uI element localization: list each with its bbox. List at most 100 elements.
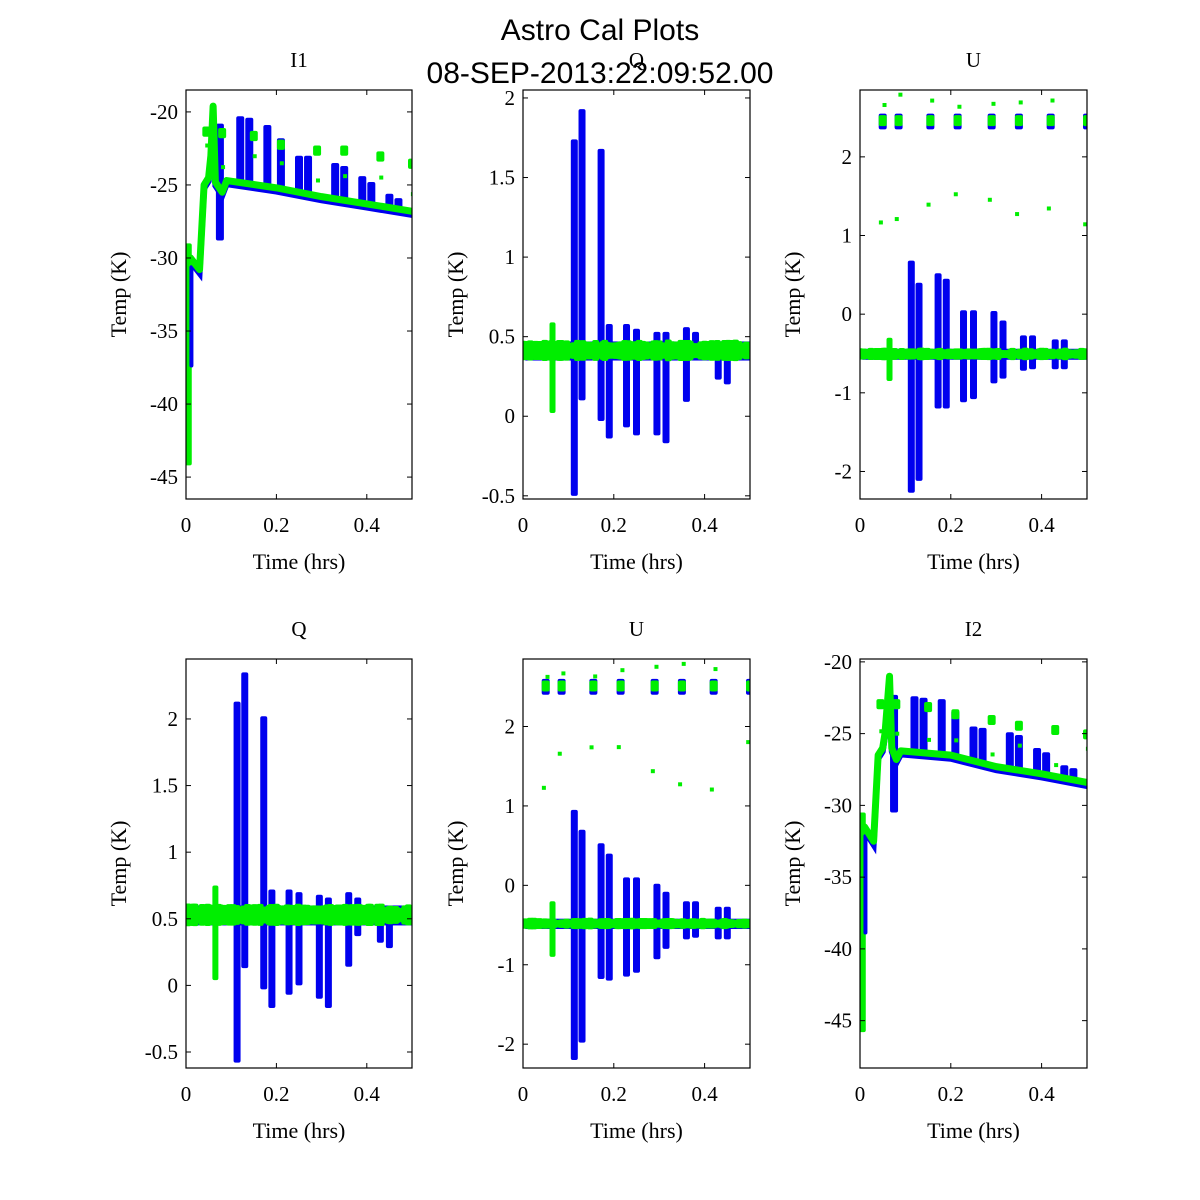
series-green-cluster — [987, 714, 996, 726]
x-axis-label: Time (hrs) — [927, 549, 1020, 574]
series-green-line — [860, 672, 1087, 845]
series-green-point — [545, 674, 550, 679]
x-tick-label: 0.4 — [1028, 513, 1055, 537]
series-blue-spike — [331, 163, 340, 199]
series-green-cluster — [1046, 115, 1055, 127]
series-green-point — [746, 740, 750, 745]
axes-frame — [185, 658, 413, 1069]
series-green-point — [987, 197, 992, 202]
series-green-spike — [549, 901, 556, 957]
series-green-point — [557, 751, 562, 756]
series-green-cluster — [924, 702, 933, 713]
y-tick-label: 0.5 — [152, 907, 178, 931]
series-green-cluster — [340, 145, 349, 156]
subplot-6: 0 0.2 0.4 -20 -25 -30 -35 -40 -45 I2 Time (hrs) Tem… — [780, 617, 1088, 1143]
series-green-point — [650, 769, 655, 774]
x-tick-label: 0.4 — [691, 1082, 718, 1106]
x-tick-label: 0.4 — [691, 513, 718, 537]
series-green-cluster — [1014, 115, 1023, 127]
series-green-point — [709, 787, 714, 792]
series-green-point — [879, 729, 884, 734]
series-blue-spike — [245, 117, 254, 184]
x-tick-label: 0.2 — [938, 513, 964, 537]
series-green-cluster — [1083, 729, 1087, 740]
x-tick-label: 0.2 — [263, 513, 289, 537]
y-tick-label: -20 — [824, 650, 852, 674]
series-green-cluster — [218, 127, 227, 139]
y-tick-label: -1 — [498, 953, 516, 977]
series-green-cluster — [1051, 725, 1060, 736]
x-tick-label: 0 — [181, 513, 192, 537]
series-green-cluster — [987, 115, 996, 127]
series-blue-spike — [358, 176, 367, 204]
y-axis-label: Temp (K) — [443, 252, 468, 338]
x-tick-label: 0.4 — [1028, 1082, 1055, 1106]
series-green-cluster — [677, 680, 686, 692]
series-green-cluster — [541, 680, 550, 692]
y-tick-label: -35 — [150, 319, 178, 343]
y-tick-label: -35 — [824, 865, 852, 889]
series-blue-spike — [578, 829, 586, 1043]
series-green-cluster — [589, 680, 598, 692]
plot-area — [860, 672, 1087, 1033]
series-blue-spike — [345, 892, 353, 967]
y-tick-label: -20 — [150, 100, 178, 124]
series-green-point — [954, 738, 959, 743]
y-tick-label: 1 — [505, 245, 516, 269]
series-blue-spike — [999, 320, 1007, 379]
series-green-point — [315, 178, 320, 183]
series-blue-spike — [951, 710, 960, 757]
series-blue-spike — [978, 727, 987, 764]
figure-title-line2: 08-SEP-2013:22:09:52.00 — [427, 57, 774, 90]
series-blue-spike — [1033, 747, 1042, 774]
series-green-cluster — [894, 115, 903, 127]
plot-area — [186, 672, 412, 1063]
series-blue-spike — [241, 672, 249, 969]
y-tick-label: -1 — [835, 381, 853, 405]
y-axis-label: Temp (K) — [780, 821, 805, 907]
series-blue-spike — [969, 726, 978, 761]
series-green-point — [744, 919, 750, 929]
subplot-title: U — [629, 617, 644, 641]
axes-frame — [522, 658, 751, 1069]
x-axis-label: Time (hrs) — [253, 549, 346, 574]
series-green-point — [1018, 100, 1023, 105]
y-axis-label: Temp (K) — [106, 252, 131, 338]
x-tick-label: 0 — [181, 1082, 192, 1106]
y-tick-label: 2 — [505, 715, 516, 739]
y-tick-label: 2 — [168, 707, 179, 731]
y-tick-label: -40 — [824, 937, 852, 961]
y-axis-label: Temp (K) — [780, 252, 805, 338]
series-blue-spike — [1042, 752, 1051, 775]
series-green-cluster — [408, 158, 412, 169]
y-tick-label: 1 — [168, 840, 179, 864]
axes-frame — [185, 89, 413, 500]
series-green-point — [561, 671, 566, 676]
x-tick-label: 0.2 — [601, 1082, 627, 1106]
y-tick-label: 1 — [505, 794, 516, 818]
series-blue-spike — [623, 323, 631, 428]
series-blue-spike — [907, 260, 915, 493]
series-blue-spike — [367, 182, 376, 205]
series-green-point — [957, 104, 962, 109]
series-blue-spike — [578, 109, 586, 401]
series-green-cluster — [313, 145, 322, 156]
series-green-cluster — [202, 126, 211, 137]
series-green-cluster — [746, 680, 750, 692]
series-green-point — [927, 737, 932, 742]
series-green-point — [894, 217, 899, 222]
x-axis-label: Time (hrs) — [590, 549, 683, 574]
series-green-cluster — [951, 709, 960, 720]
series-blue-spike — [682, 327, 690, 402]
y-tick-label: -30 — [824, 793, 852, 817]
series-blue-spike — [605, 853, 613, 981]
series-green-cluster — [616, 680, 625, 692]
series-green-cluster — [1083, 115, 1087, 127]
axes-frame — [859, 89, 1088, 500]
series-green-point — [343, 174, 348, 179]
x-tick-label: 0.2 — [263, 1082, 289, 1106]
y-tick-label: -2 — [835, 459, 853, 483]
series-green-point — [1054, 763, 1059, 768]
